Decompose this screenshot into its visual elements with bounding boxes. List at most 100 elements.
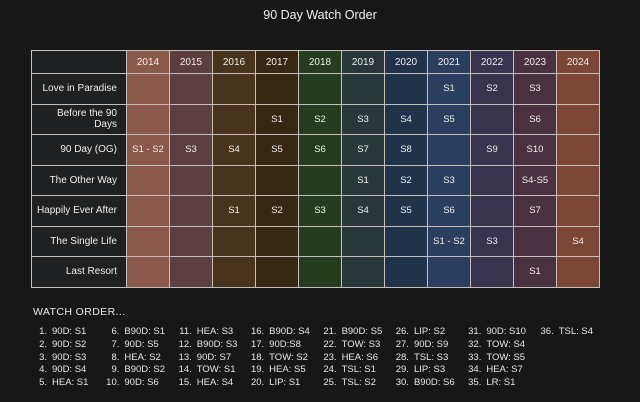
watch-order-item: 3. 90D: S3 — [33, 352, 105, 365]
season-cell: S1 — [427, 73, 471, 105]
watch-order-item-text: TSL: S4 — [558, 326, 594, 337]
year-header-2017: 2017 — [255, 50, 299, 74]
watch-order-item-text: LIP: S2 — [413, 326, 446, 337]
watch-order-item-number: 20. — [250, 377, 265, 389]
season-cell: S2 — [470, 73, 514, 105]
season-cell — [212, 103, 256, 135]
watch-order-item-text: 90D: S2 — [52, 338, 87, 350]
watch-order-item-number: 26. — [395, 326, 409, 337]
watch-order-item-text: HEA: S5 — [269, 364, 306, 376]
watch-order-item: 27. 90D: S9 — [395, 339, 467, 352]
season-cell: S3 — [341, 103, 385, 135]
season-cell: S1 — [212, 195, 256, 227]
watch-order-item-text: 90D: S5 — [124, 338, 159, 350]
watch-order-item-text: HEA: S1 — [52, 377, 89, 389]
watch-order-item: 30. B90D: S6 — [395, 377, 467, 390]
watch-order-item-text: B90D: S5 — [341, 326, 383, 337]
watch-order-item: 34. HEA: S7 — [467, 364, 539, 377]
season-cell — [169, 164, 213, 196]
year-header-2023: 2023 — [513, 50, 557, 74]
season-cell — [556, 256, 600, 288]
season-cell — [384, 225, 428, 257]
watch-order-item-text: 90D: S4 — [52, 364, 87, 376]
watch-order-item-number: 22. — [323, 338, 337, 350]
season-cell — [298, 73, 342, 105]
season-cell: S4 — [341, 195, 385, 227]
watch-order-item: 29. LIP: S3 — [395, 364, 467, 377]
watch-order-item: 12. B90D: S3 — [178, 339, 250, 352]
season-cell — [212, 256, 256, 288]
season-cell: S5 — [384, 195, 428, 227]
watch-order-column: 26. LIP: S2 27. 90D: S9 28. TSL: S3 29. LIP: S3… — [395, 326, 467, 390]
watch-order-item-text: 90D: S1 — [52, 326, 87, 337]
watch-order-item-number: 15. — [178, 377, 192, 389]
watch-order-item: 22. TOW: S3 — [323, 339, 395, 352]
watch-order-item-number: 33. — [468, 351, 482, 363]
year-header-2018: 2018 — [298, 50, 342, 74]
watch-order-item-text: B90D: S3 — [196, 338, 238, 350]
watch-order-item-number: 35. — [468, 377, 482, 389]
year-header-2015: 2015 — [169, 50, 213, 74]
watch-order-item-number: 6. — [111, 326, 120, 337]
season-cell — [470, 164, 514, 196]
season-cell: S4 — [212, 134, 256, 166]
watch-order-item: 36. TSL: S4 — [540, 326, 612, 339]
watch-order-column: 36. TSL: S4 — [540, 326, 612, 390]
watch-order-item-number: 23. — [323, 351, 337, 363]
season-cell: S6 — [427, 195, 471, 227]
watch-order-item-number: 11. — [179, 326, 192, 337]
year-header-2024: 2024 — [556, 50, 600, 74]
watch-order-item-number: 30. — [395, 377, 409, 389]
season-cell — [255, 164, 299, 196]
season-cell — [298, 225, 342, 257]
watch-order-item-text: 90D:S8 — [269, 338, 301, 350]
watch-order-item: 31. 90D: S10 — [467, 326, 539, 339]
table-header: 2014 2015 2016 2017 2018 2019 2020 2021 2022 2023… — [31, 50, 600, 74]
show-label: The Other Way — [31, 164, 127, 196]
watch-order-item: 23. HEA: S6 — [323, 352, 395, 365]
watch-order-item-number: 4. — [39, 364, 47, 376]
season-cell — [556, 134, 600, 166]
watch-order-item-text: HEA: S7 — [486, 364, 523, 376]
season-cell — [126, 164, 170, 196]
watch-order-item-text: TOW: S2 — [269, 351, 308, 363]
watch-order-column: 1. 90D: S1 2. 90D: S2 3. 90D: S3 4. 90D: S4 5. HE… — [33, 326, 105, 390]
watch-order-item: 2. 90D: S2 — [33, 339, 105, 352]
season-cell: S6 — [513, 103, 557, 135]
season-cell — [169, 195, 213, 227]
season-cell: S6 — [298, 134, 342, 166]
watch-order-item: 25. TSL: S2 — [323, 377, 395, 390]
season-cell — [169, 225, 213, 257]
watch-order-item: 21. B90D: S5 — [323, 326, 395, 339]
watch-order-item: 1. 90D: S1 — [33, 326, 105, 339]
watch-order-item-text: B90D: S4 — [269, 326, 310, 337]
season-cell: S1 — [255, 103, 299, 135]
table-row: The Single Life S1 - S2 S3 S4 — [31, 225, 600, 257]
watch-order-item-number: 32. — [468, 338, 482, 350]
watch-order-column: 6. B90D: S1 7. 90D: S5 8. HEA: S2 9. B90D: S2 10… — [105, 326, 177, 390]
year-header-2022: 2022 — [470, 50, 514, 74]
season-cell: S7 — [341, 134, 385, 166]
season-cell — [212, 164, 256, 196]
watch-order-item-number: 31. — [468, 326, 482, 337]
watch-order-item: 6. B90D: S1 — [105, 326, 177, 339]
season-cell: S3 — [169, 134, 213, 166]
season-cell: S9 — [470, 134, 514, 166]
page-title: 90 Day Watch Order — [263, 8, 377, 22]
watch-order-item-text: 90D: S3 — [52, 351, 87, 363]
show-label: The Single Life — [31, 225, 127, 257]
season-cell: S10 — [513, 134, 557, 166]
season-cell: S3 — [427, 164, 471, 196]
watch-order-item-text: TOW: S1 — [196, 364, 236, 376]
season-cell — [470, 256, 514, 288]
show-label: Love in Paradise — [31, 73, 127, 105]
show-label: Before the 90 Days — [31, 103, 127, 135]
watch-order-item: 24. TSL: S1 — [323, 364, 395, 377]
watch-order-item-number: 10. — [106, 377, 120, 389]
watch-order-item-number: 29. — [395, 364, 409, 376]
watch-order-item: 7. 90D: S5 — [105, 339, 177, 352]
watch-order-column: 21. B90D: S5 22. TOW: S3 23. HEA: S6 24. TSL: S… — [323, 326, 395, 390]
season-cell: S5 — [427, 103, 471, 135]
watch-order-list: 1. 90D: S1 2. 90D: S2 3. 90D: S3 4. 90D: S4 5. HE… — [33, 326, 633, 390]
season-cell — [255, 225, 299, 257]
